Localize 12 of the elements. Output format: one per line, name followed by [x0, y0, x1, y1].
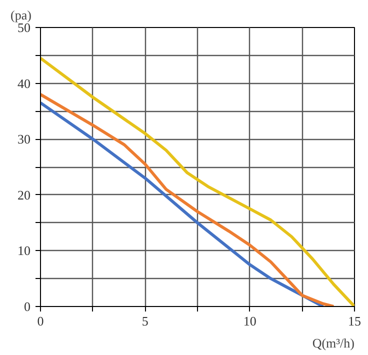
y-tick-label: 40 — [18, 76, 30, 91]
y-tick-label: 50 — [18, 20, 30, 35]
y-tick-label: 10 — [18, 243, 30, 258]
x-tick-label: 15 — [348, 314, 361, 328]
y-axis-title: (pa) — [10, 8, 32, 22]
y-tick-label: 20 — [18, 187, 30, 202]
x-axis-title: Q(m³/h) — [312, 336, 355, 350]
y-tick-label: 30 — [18, 132, 30, 147]
x-tick-label: 0 — [37, 314, 44, 328]
y-tick-label: 0 — [24, 299, 30, 314]
x-tick-label: 5 — [142, 314, 148, 328]
x-tick-label: 10 — [243, 314, 256, 328]
